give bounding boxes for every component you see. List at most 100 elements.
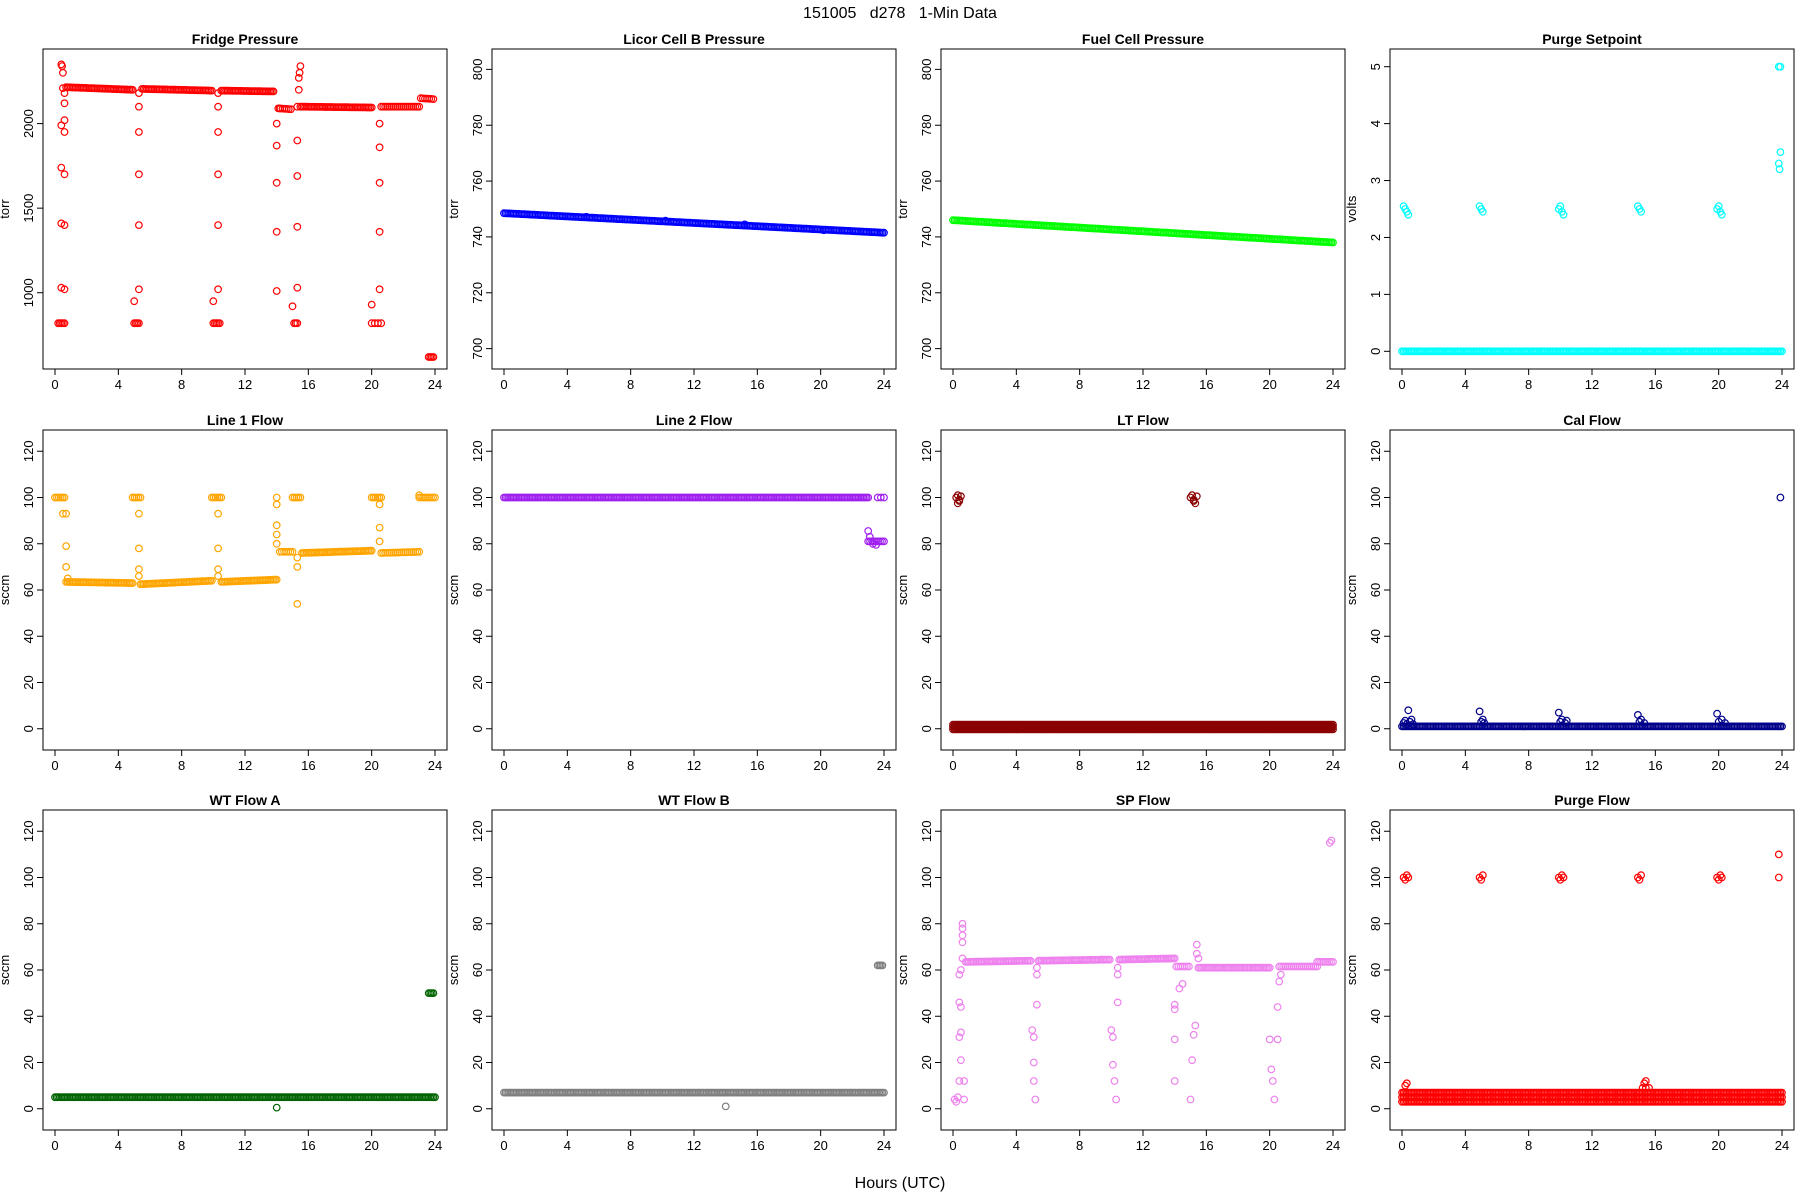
data-point (880, 1088, 888, 1097)
data-point (269, 87, 278, 96)
x-tick-label: 4 (1462, 377, 1469, 392)
data-point (134, 170, 143, 179)
x-tick-label: 16 (750, 1138, 764, 1153)
y-tick-label: 120 (470, 820, 485, 842)
data-point (1559, 210, 1568, 219)
data-point (272, 227, 281, 236)
data-point (1637, 207, 1645, 216)
data-point (1559, 873, 1568, 882)
x-tick-label: 24 (428, 1138, 442, 1153)
y-axis-label: sccm (0, 955, 12, 985)
data-point (957, 1056, 965, 1065)
data-point (367, 546, 376, 555)
y-tick-label: 0 (21, 725, 36, 732)
y-tick-label: 100 (21, 867, 36, 889)
data-point (955, 1077, 964, 1085)
y-axis-label: sccm (895, 575, 910, 605)
data-point (1026, 956, 1035, 965)
data-point (207, 86, 216, 95)
data-point (1112, 1095, 1120, 1104)
panel-title: Cal Flow (1563, 412, 1621, 428)
y-tick-label: 100 (919, 487, 934, 509)
y-tick-label: 100 (21, 487, 36, 509)
x-tick-label: 4 (564, 758, 571, 773)
x-tick-label: 20 (364, 377, 378, 392)
data-point (60, 221, 69, 230)
data-point (1554, 708, 1563, 717)
panel-title: Fuel Cell Pressure (1082, 31, 1204, 47)
data-point (865, 532, 874, 541)
series-points (950, 836, 1337, 1106)
y-tick-label: 40 (470, 1009, 485, 1023)
data-point (214, 170, 223, 179)
x-tick-label: 8 (1076, 758, 1083, 773)
data-point (1029, 1058, 1038, 1067)
y-tick-label: 40 (470, 629, 485, 643)
x-tick-label: 24 (1775, 377, 1789, 392)
data-point (1717, 210, 1726, 219)
data-point (134, 544, 143, 553)
data-point (293, 172, 302, 180)
data-point (375, 227, 384, 236)
data-point (1475, 707, 1484, 716)
y-tick-label: 20 (470, 1055, 485, 1069)
y-axis-label: sccm (895, 955, 910, 985)
y-tick-label: 60 (919, 963, 934, 977)
data-point (955, 998, 964, 1007)
y-tick-label: 100 (919, 867, 934, 889)
y-tick-label: 0 (1368, 1105, 1383, 1112)
data-point (272, 575, 281, 584)
data-point (1637, 871, 1645, 880)
data-point (1110, 1077, 1119, 1085)
x-tick-label: 24 (1326, 758, 1340, 773)
x-tick-label: 24 (877, 1138, 891, 1153)
y-axis-label: sccm (1344, 575, 1359, 605)
y-tick-label: 20 (21, 675, 36, 689)
x-tick-label: 20 (1262, 758, 1276, 773)
data-point (1645, 1083, 1653, 1092)
data-point (582, 212, 591, 221)
panel-4: Line 1 Flow sccm 0 4 8 12 16 20 24 0 20 40 60 80 100 12… (0, 412, 448, 773)
data-point (1774, 873, 1783, 882)
data-point (62, 509, 70, 518)
y-axis-label: torr (895, 199, 910, 219)
y-axis-label: sccm (0, 575, 12, 605)
data-point (59, 84, 67, 92)
data-point (294, 85, 303, 94)
data-point (134, 102, 143, 111)
y-tick-label: 40 (21, 629, 36, 643)
data-point (1180, 962, 1189, 971)
y-tick-label: 120 (1368, 440, 1383, 462)
data-point (1273, 1035, 1282, 1044)
x-tick-label: 12 (1136, 377, 1150, 392)
x-tick-label: 8 (178, 1138, 185, 1153)
data-point (60, 99, 69, 108)
y-tick-label: 60 (1368, 963, 1383, 977)
data-point (1329, 238, 1337, 247)
data-point (819, 226, 828, 235)
data-point (1192, 940, 1201, 949)
data-point (957, 492, 965, 501)
series-points (949, 491, 1337, 734)
y-tick-label: 5 (1368, 63, 1383, 70)
panel-0: Fridge Pressure torr 0 4 8 12 16 20 24 1000 1500 20… (0, 31, 448, 392)
panel-title: Fridge Pressure (192, 31, 299, 47)
data-point (284, 547, 293, 556)
x-tick-label: 20 (813, 377, 827, 392)
x-tick-label: 24 (1326, 377, 1340, 392)
data-point (1170, 1005, 1179, 1014)
data-point (1635, 875, 1644, 884)
data-point (377, 493, 386, 502)
y-tick-label: 40 (1368, 1009, 1383, 1023)
data-point (1268, 1077, 1277, 1085)
x-tick-label: 4 (1013, 377, 1020, 392)
data-point (960, 1077, 968, 1085)
data-point (134, 221, 143, 230)
data-point (957, 1003, 965, 1011)
data-point (1776, 62, 1785, 71)
y-tick-label: 1 (1368, 291, 1383, 298)
x-tick-label: 0 (1398, 377, 1405, 392)
data-point (955, 970, 964, 979)
y-tick-label: 100 (470, 487, 485, 509)
